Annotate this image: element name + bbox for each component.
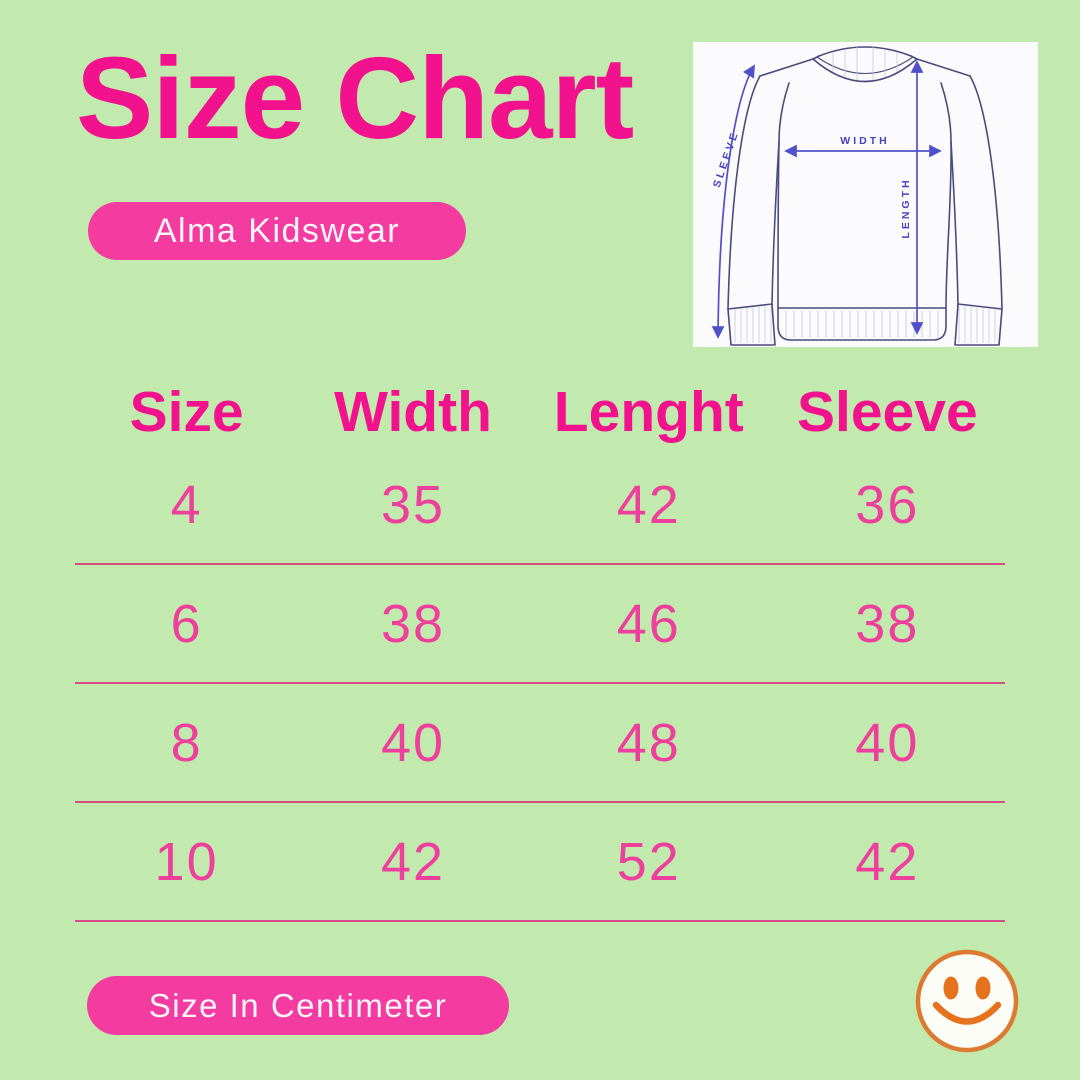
column-header-lenght: Lenght [553, 380, 744, 444]
measurement-arrows [711, 60, 942, 339]
diagram-width-label: WIDTH [840, 135, 889, 147]
table-cell: 38 [855, 593, 920, 654]
table-cell: 4 [170, 474, 203, 535]
diagram-length-label: LENGTH [900, 177, 912, 238]
table-cell: 38 [381, 593, 446, 654]
size-diagram-panel: WIDTH LENGTH SLEEVE [693, 42, 1038, 347]
table-cell: 36 [855, 474, 920, 535]
table-cell: 8 [170, 712, 203, 773]
table-cell: 40 [381, 712, 446, 773]
unit-note-badge: Size In Centimeter [87, 976, 509, 1035]
table-cell: 42 [855, 831, 920, 892]
column-header-sleeve: Sleeve [796, 380, 978, 444]
smiley-face-icon [913, 947, 1021, 1055]
brand-badge: Alma Kidswear [88, 202, 466, 260]
table-row: 6 38 46 38 [75, 565, 1005, 684]
page-title: Size Chart [76, 33, 634, 163]
size-table: Size Width Lenght Sleeve 4 35 42 36 6 38… [75, 378, 1005, 922]
table-cell: 10 [154, 831, 219, 892]
table-row: 4 35 42 36 [75, 446, 1005, 565]
unit-note-label: Size In Centimeter [148, 986, 448, 1024]
column-header-size: Size [129, 380, 244, 444]
sweatshirt-measurement-diagram: WIDTH LENGTH SLEEVE [711, 46, 1003, 346]
rib-texture-lines [734, 47, 996, 343]
table-row: 8 40 48 40 [75, 684, 1005, 803]
table-header-row: Size Width Lenght Sleeve [75, 378, 1005, 446]
table-cell: 42 [616, 474, 681, 535]
smiley-face-icon-svg [915, 949, 1019, 1053]
brand-badge-label: Alma Kidswear [153, 211, 401, 250]
table-cell: 48 [616, 712, 681, 773]
table-cell: 46 [616, 593, 681, 654]
table-cell: 52 [616, 831, 681, 892]
table-cell: 6 [170, 593, 203, 654]
table-cell: 42 [381, 831, 446, 892]
table-cell: 40 [855, 712, 920, 773]
sweatshirt-outline [727, 46, 1003, 346]
table-cell: 35 [381, 474, 446, 535]
column-header-width: Width [334, 380, 492, 444]
sleeve-arrow [711, 64, 755, 339]
table-row: 10 42 52 42 [75, 803, 1005, 922]
